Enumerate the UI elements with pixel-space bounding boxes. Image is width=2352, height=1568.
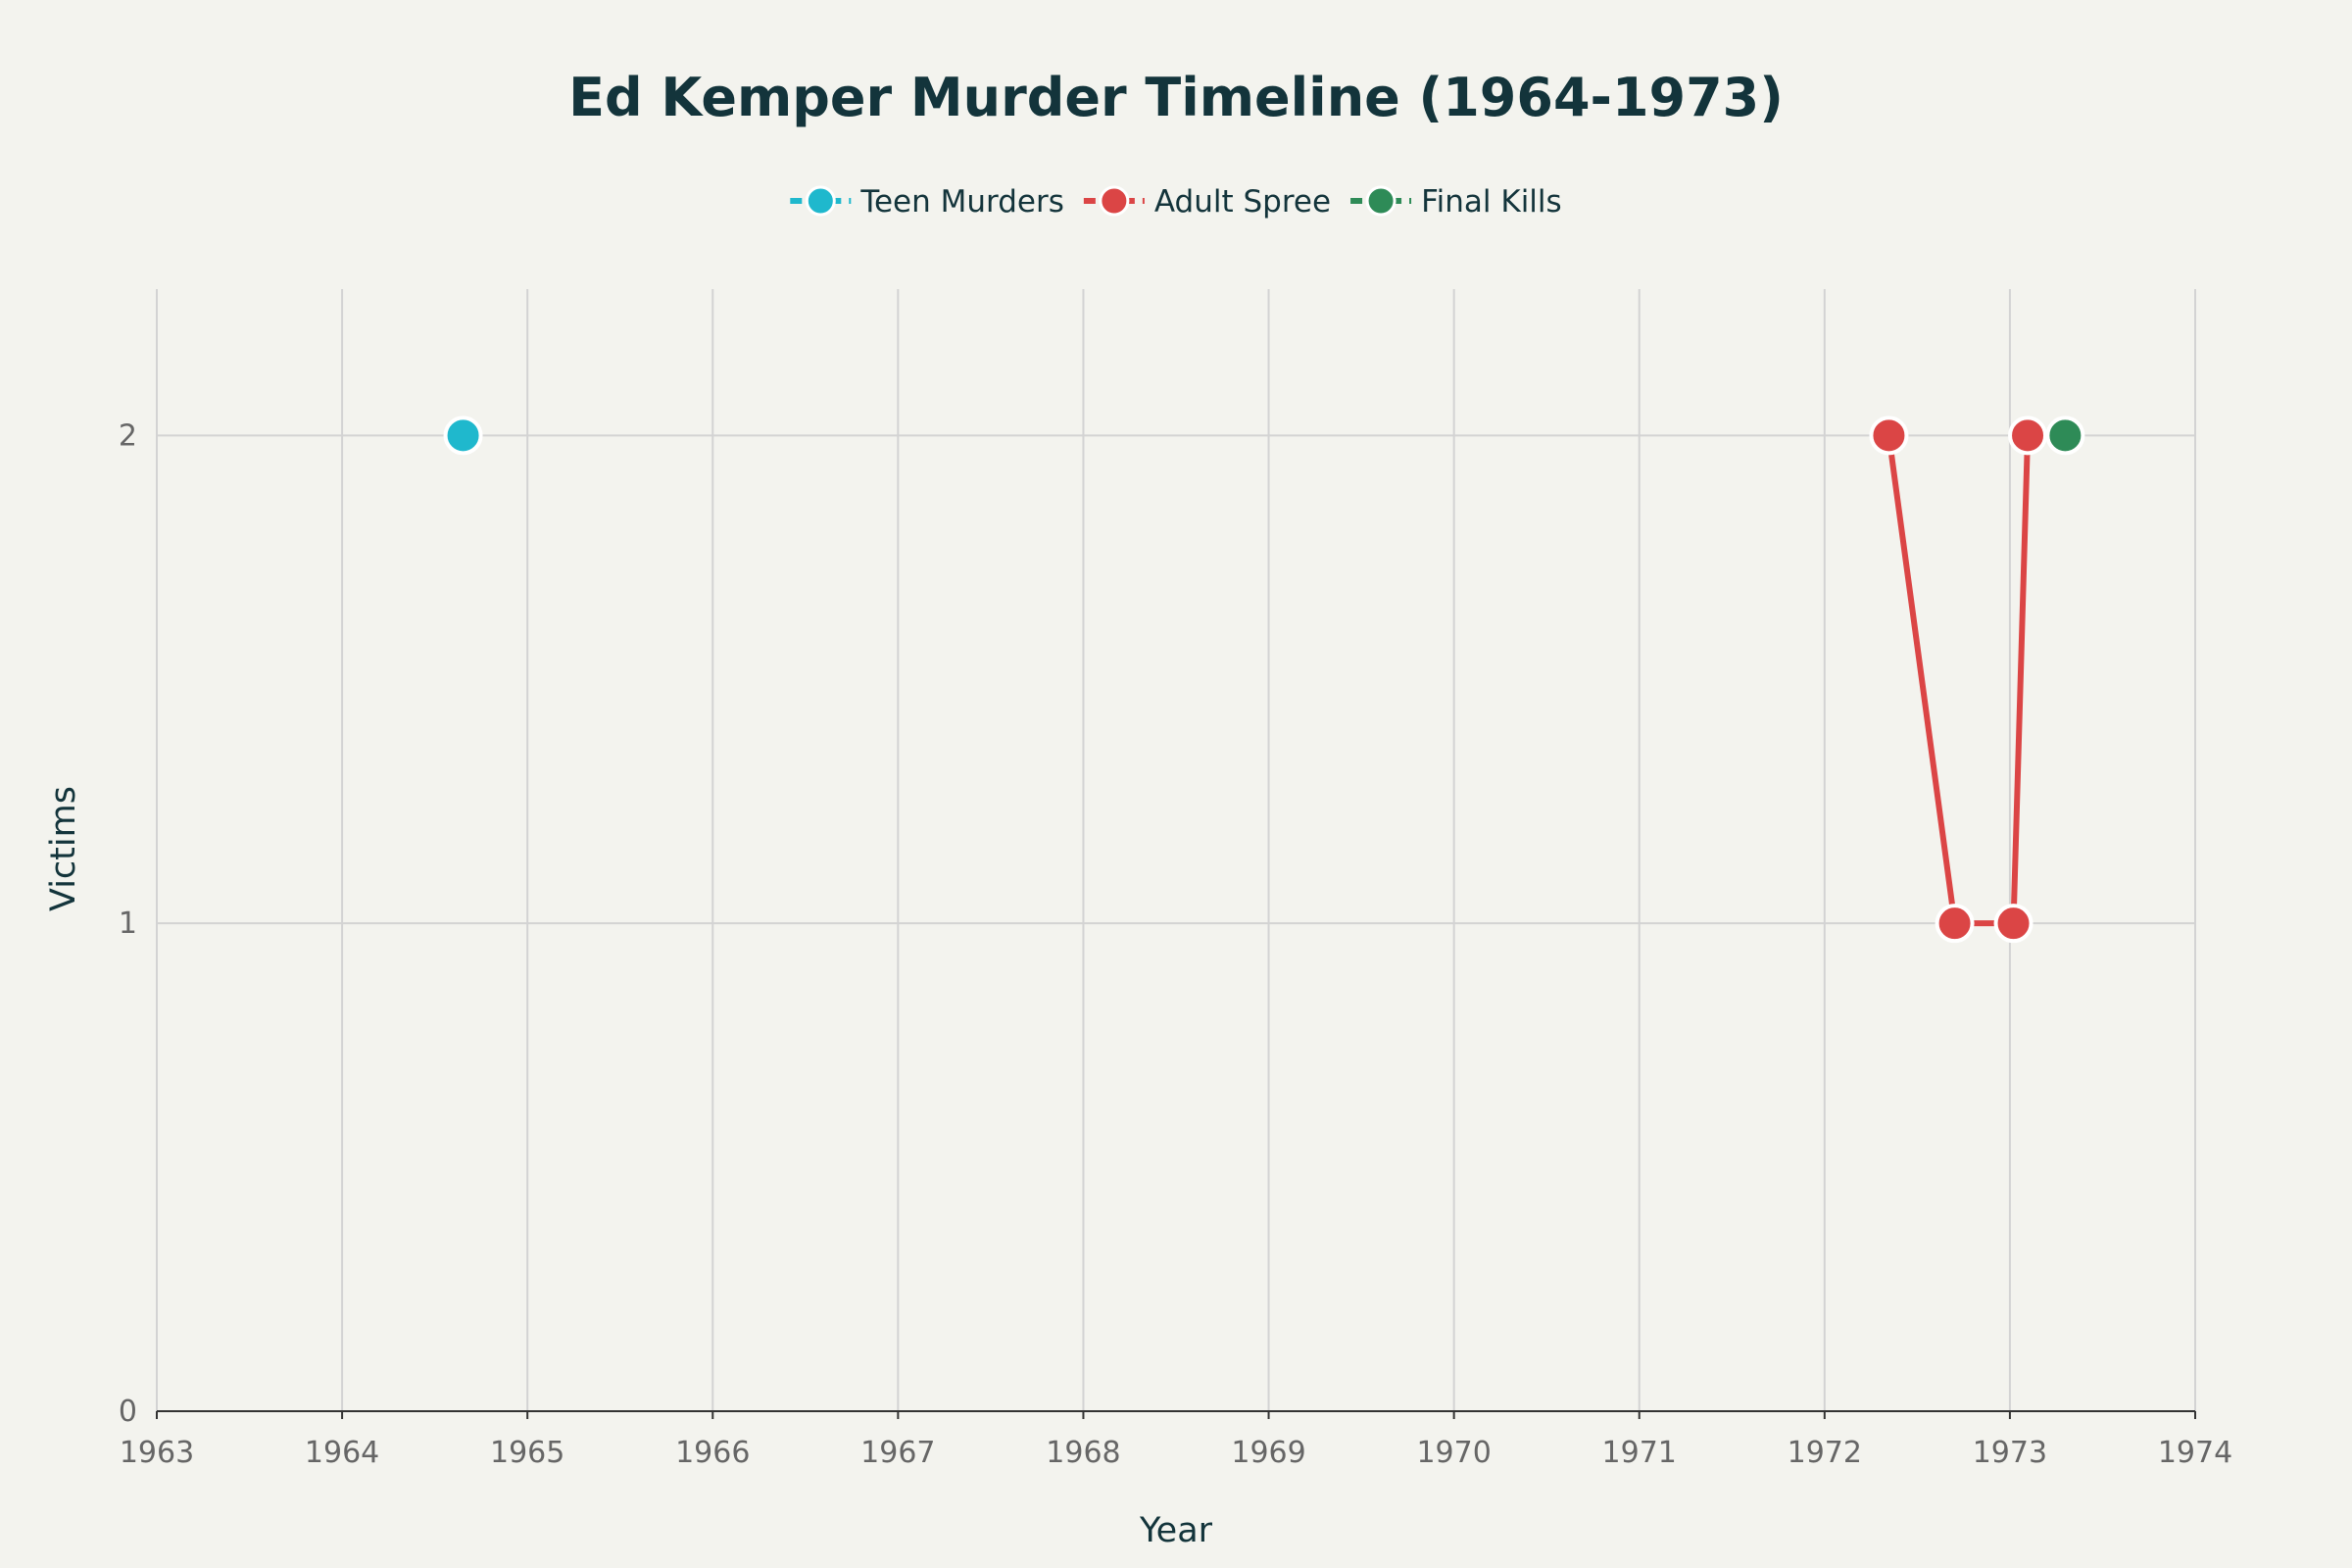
legend-marker-swatch — [1099, 185, 1130, 217]
x-tick-label: 1971 — [1602, 1436, 1677, 1470]
legend-label: Teen Murders — [859, 184, 1064, 220]
x-tick-label: 1968 — [1046, 1436, 1120, 1470]
data-point-adult-spree[interactable] — [1869, 416, 1909, 456]
gridlines — [156, 289, 2196, 1411]
x-tick-label: 1963 — [120, 1436, 194, 1470]
x-tick-label: 1965 — [490, 1436, 564, 1470]
legend-marker-swatch — [805, 185, 836, 217]
x-axis-title: Year — [1139, 1511, 1213, 1550]
x-tick-label: 1966 — [675, 1436, 750, 1470]
legend-item-adult-spree[interactable]: Adult Spree — [1083, 184, 1331, 220]
legend-marker-swatch — [1365, 185, 1396, 217]
data-point-final-kills[interactable] — [2045, 416, 2085, 456]
x-tick-label: 1967 — [860, 1436, 935, 1470]
legend-label: Final Kills — [1421, 184, 1562, 220]
series-final-kills — [2045, 416, 2085, 456]
data-point-teen-murders[interactable] — [443, 416, 483, 456]
series-layer — [443, 416, 2085, 944]
x-tick-label: 1974 — [2158, 1436, 2232, 1470]
y-tick-label: 0 — [119, 1395, 137, 1429]
y-tick-label: 1 — [119, 906, 137, 941]
x-tick-label: 1973 — [1973, 1436, 2047, 1470]
data-point-adult-spree[interactable] — [1993, 904, 2034, 944]
legend-item-teen-murders[interactable]: Teen Murders — [790, 184, 1064, 220]
x-tick-label: 1964 — [305, 1436, 379, 1470]
x-tick-label: 1969 — [1231, 1436, 1305, 1470]
series-teen-murders — [443, 416, 483, 456]
legend: Teen Murders Adult Spree Final Kills — [790, 184, 1562, 220]
data-point-adult-spree[interactable] — [2008, 416, 2048, 456]
y-tick-label: 2 — [119, 418, 137, 453]
data-point-adult-spree[interactable] — [1935, 904, 1975, 944]
series-adult-spree — [1869, 416, 2048, 944]
legend-label: Adult Spree — [1154, 184, 1331, 220]
legend-item-final-kills[interactable]: Final Kills — [1350, 184, 1562, 220]
chart-title: Ed Kemper Murder Timeline (1964-1973) — [568, 67, 1784, 128]
x-tick-label: 1970 — [1416, 1436, 1491, 1470]
series-line-adult-spree — [1886, 434, 2032, 927]
axes: 1963 1964 1965 1966 1967 1968 1969 1970 1971 1972… — [119, 418, 2232, 1470]
y-axis-title: Victims — [44, 786, 83, 911]
x-tick-label: 1972 — [1788, 1436, 1862, 1470]
